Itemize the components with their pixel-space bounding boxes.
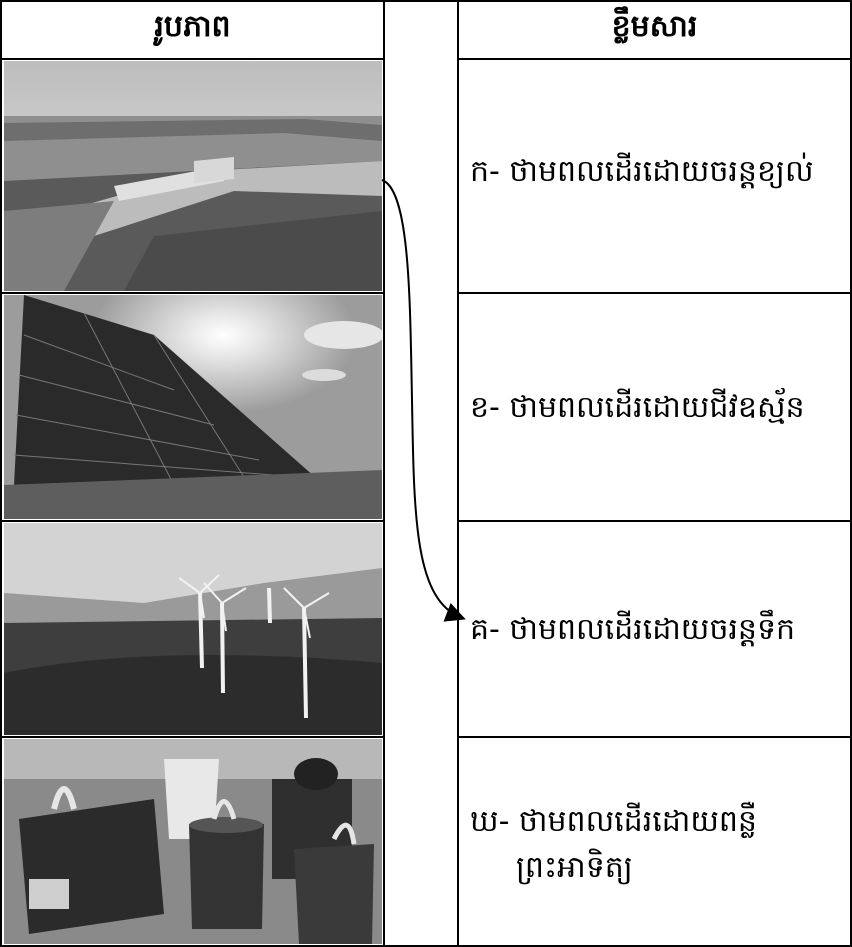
column-divider-documents xyxy=(457,0,459,947)
wind-turbines-photo xyxy=(4,523,382,735)
header-divider-left xyxy=(0,58,385,60)
content-row-4-line-1: ឃ- ថាមពលដើរដោយពន្លឺ xyxy=(470,804,757,839)
row-divider-1-right xyxy=(457,292,852,294)
row-divider-2-right xyxy=(457,520,852,522)
cookstoves-photo xyxy=(4,739,382,944)
content-row-4-line-2: ព្រះអាទិត្យ xyxy=(516,850,633,885)
row-divider-1-left xyxy=(0,292,385,294)
header-divider-right xyxy=(457,58,852,60)
table-border-bottom xyxy=(0,945,852,947)
header-documents: ខ្លឹមសារ xyxy=(611,9,698,44)
content-row-1: ក- ថាមពលដើរដោយចរន្តខ្យល់ xyxy=(470,154,814,189)
content-row-2: ខ- ថាមពលដើរដោយជីវឧស្ម័ន xyxy=(470,390,805,425)
solar-panel-photo xyxy=(4,295,382,519)
header-images: រូបភាព xyxy=(154,9,231,44)
row-divider-3-right xyxy=(457,736,852,738)
column-divider-images xyxy=(383,0,385,947)
table-border-top xyxy=(0,0,852,2)
table-border-right xyxy=(850,0,852,947)
hydro-dam-photo xyxy=(4,61,382,291)
row-divider-3-left xyxy=(0,736,385,738)
table-border-left xyxy=(0,0,2,947)
content-row-3: គ- ថាមពលដើរដោយចរន្តទឹក xyxy=(470,612,796,647)
row-divider-2-left xyxy=(0,520,385,522)
